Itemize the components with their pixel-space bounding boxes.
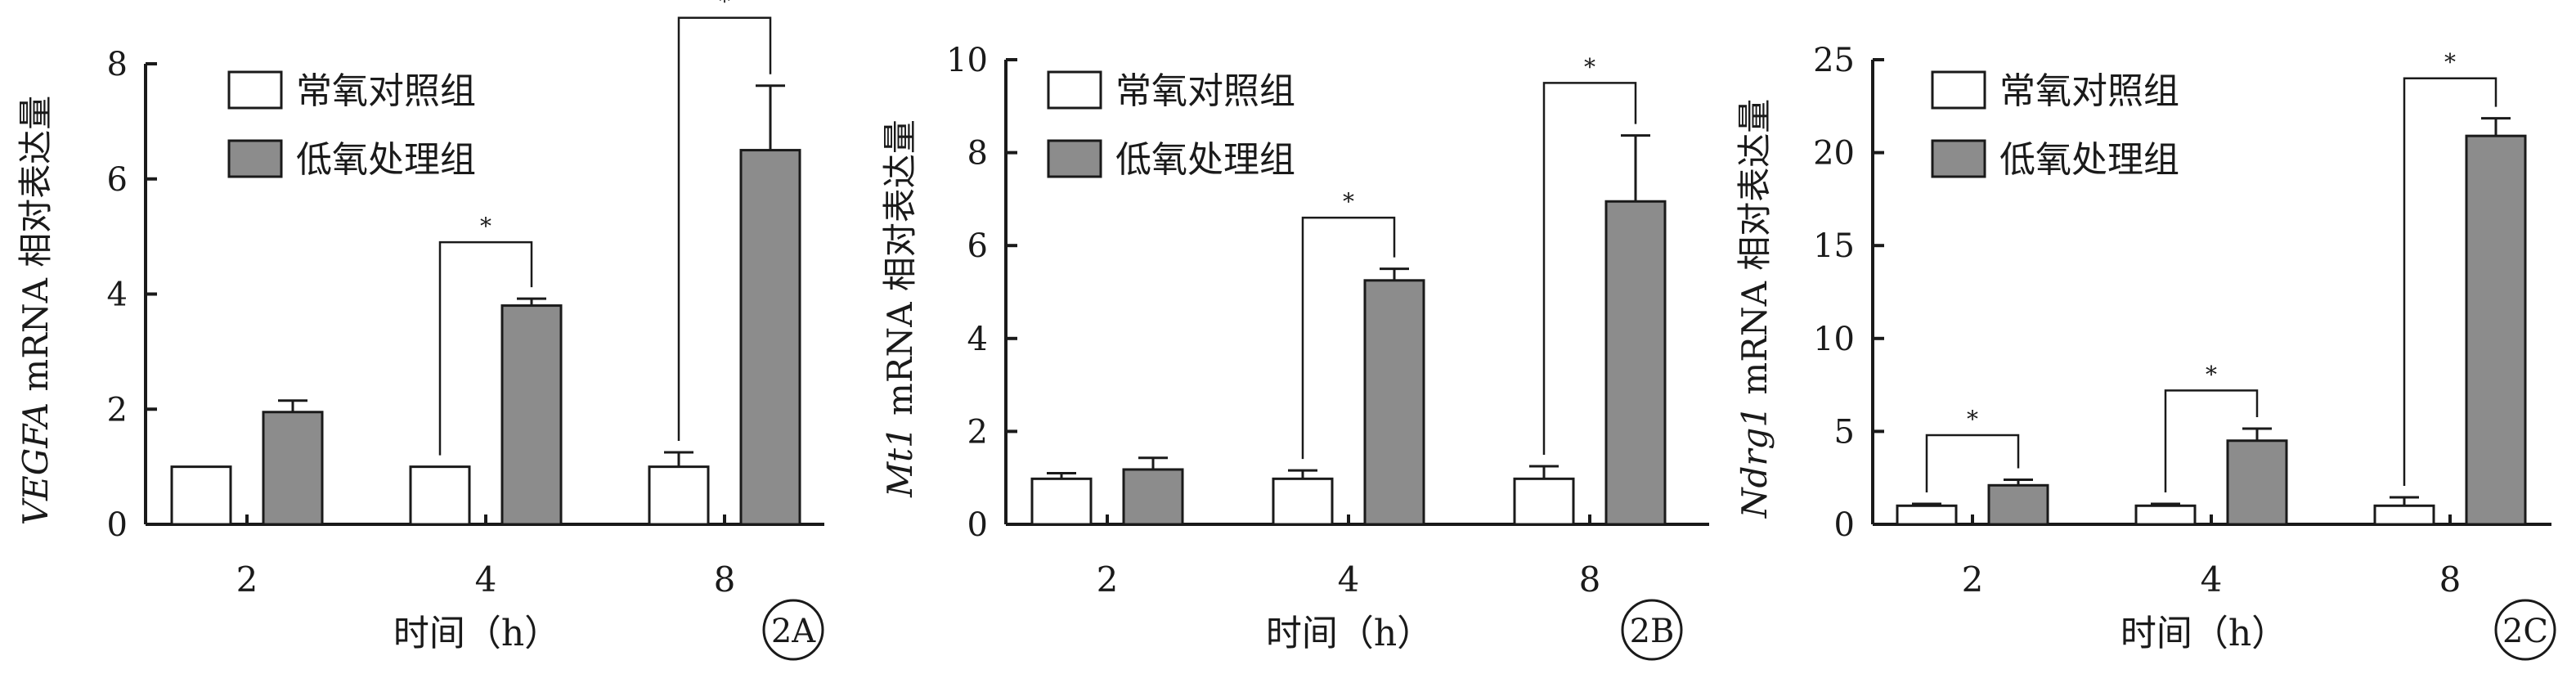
chart-panel-2A: 0 2 4 6 8 VEGFA mRNA 相对表达量 2 4 8 * * 常氧对照组低氧处理组时间（h… bbox=[16, 0, 824, 661]
x-tick-label: 8 bbox=[714, 559, 736, 600]
bar-hypoxia-4 bbox=[500, 304, 563, 526]
bar-hypoxia-8 bbox=[2465, 134, 2527, 526]
bar-normoxia-2 bbox=[1030, 477, 1093, 526]
x-tick-label: 4 bbox=[475, 559, 497, 600]
y-axis-label-gene: Mt1 bbox=[880, 426, 920, 498]
chart-panel-2B: 0 2 4 6 8 10 Mt1 mRNA 相对表达量 2 4 8 * * 常氧对照组低氧处理组时间（h… bbox=[880, 42, 1709, 661]
y-tick-label: 25 bbox=[1813, 42, 1855, 79]
bar-normoxia-2 bbox=[1896, 504, 1958, 526]
bar-normoxia-4 bbox=[2134, 504, 2197, 526]
y-tick-label: 0 bbox=[1834, 506, 1855, 544]
bar-normoxia-8 bbox=[648, 465, 710, 526]
bar-hypoxia-2 bbox=[262, 411, 324, 526]
significance-bracket bbox=[1925, 434, 2020, 493]
legend-label: 常氧对照组 bbox=[1999, 70, 2179, 112]
legend-swatch bbox=[1931, 139, 1986, 178]
panel-label: 2A bbox=[771, 613, 816, 650]
y-tick-label: 8 bbox=[107, 46, 128, 83]
legend-swatch bbox=[227, 139, 283, 178]
y-axis-label-text: mRNA 相对表达量 bbox=[880, 119, 920, 426]
bar-normoxia-8 bbox=[1513, 477, 1575, 526]
y-tick-label: 2 bbox=[107, 391, 128, 429]
panel-label-circle bbox=[762, 599, 824, 661]
y-tick-label: 6 bbox=[107, 161, 128, 199]
legend-label: 低氧处理组 bbox=[296, 139, 476, 181]
bar-hypoxia-4 bbox=[1363, 279, 1425, 526]
x-tick-label: 2 bbox=[236, 559, 258, 600]
legend-label: 低氧处理组 bbox=[1999, 139, 2179, 181]
y-tick-label: 15 bbox=[1813, 227, 1855, 265]
x-axis-label: 时间（h） bbox=[1266, 613, 1433, 654]
significance-bracket bbox=[1542, 82, 1637, 455]
chart-panel-2C: 0 5 10 15 20 25 Ndrg1 mRNA 相对表达量 2 4 8 * * * 常氧对照组低氧处… bbox=[1735, 42, 2556, 661]
y-tick-label: 0 bbox=[967, 506, 988, 544]
y-tick-label: 0 bbox=[107, 506, 128, 544]
y-axis-label-text: mRNA 相对表达量 bbox=[16, 96, 56, 402]
y-axis-label: VEGFA mRNA 相对表达量 bbox=[16, 96, 56, 526]
legend-swatch bbox=[1047, 139, 1102, 178]
y-tick-label: 4 bbox=[107, 276, 128, 314]
legend-label: 常氧对照组 bbox=[296, 70, 476, 112]
significance-bracket bbox=[438, 240, 533, 456]
bar-normoxia-4 bbox=[1272, 477, 1334, 526]
y-tick-label: 5 bbox=[1834, 413, 1855, 451]
significance-star: * bbox=[1343, 188, 1354, 215]
y-tick-label: 8 bbox=[967, 135, 988, 173]
bar-hypoxia-8 bbox=[739, 149, 801, 526]
legend-swatch bbox=[1047, 70, 1102, 110]
panel-label: 2C bbox=[2502, 613, 2548, 650]
x-tick-label: 8 bbox=[2439, 559, 2462, 600]
x-tick-label: 8 bbox=[1579, 559, 1601, 600]
significance-bracket bbox=[2164, 389, 2259, 493]
bar-normoxia-8 bbox=[2373, 504, 2435, 526]
bar-hypoxia-2 bbox=[1987, 483, 2049, 526]
y-axis-label-gene: VEGFA bbox=[16, 402, 56, 525]
panel-label: 2B bbox=[1630, 613, 1675, 650]
y-axis-label-text: mRNA 相对表达量 bbox=[1735, 99, 1775, 406]
significance-bracket bbox=[2403, 77, 2497, 487]
legend-swatch bbox=[1931, 70, 1986, 110]
y-tick-label: 6 bbox=[967, 227, 988, 265]
bar-normoxia-2 bbox=[170, 465, 232, 526]
significance-star: * bbox=[2206, 361, 2217, 388]
significance-bracket bbox=[1301, 216, 1396, 460]
y-tick-label: 10 bbox=[946, 42, 988, 79]
significance-star: * bbox=[1584, 53, 1595, 80]
bar-hypoxia-8 bbox=[1604, 200, 1667, 526]
x-axis-label: 时间（h） bbox=[393, 613, 560, 654]
y-axis-label: Ndrg1 mRNA 相对表达量 bbox=[1735, 99, 1775, 519]
significance-star: * bbox=[719, 0, 730, 16]
panel-label-circle bbox=[2494, 599, 2556, 661]
x-tick-label: 2 bbox=[1962, 559, 1984, 600]
y-axis-label: Mt1 mRNA 相对表达量 bbox=[880, 119, 920, 498]
bar-normoxia-4 bbox=[409, 465, 471, 526]
bar-hypoxia-2 bbox=[1122, 468, 1184, 526]
significance-star: * bbox=[2444, 49, 2456, 76]
x-tick-label: 2 bbox=[1097, 559, 1119, 600]
panel-label-circle bbox=[1621, 599, 1683, 661]
significance-star: * bbox=[1967, 406, 1978, 433]
y-axis-label-gene: Ndrg1 bbox=[1735, 406, 1775, 519]
x-tick-label: 4 bbox=[2201, 559, 2223, 600]
legend-swatch bbox=[227, 70, 283, 110]
legend-label: 低氧处理组 bbox=[1115, 139, 1295, 181]
x-tick-label: 4 bbox=[1338, 559, 1360, 600]
y-tick-label: 2 bbox=[967, 413, 988, 451]
y-tick-label: 20 bbox=[1813, 135, 1855, 173]
bar-hypoxia-4 bbox=[2226, 439, 2288, 526]
x-axis-label: 时间（h） bbox=[2120, 613, 2287, 654]
significance-bracket bbox=[677, 16, 772, 442]
y-tick-label: 10 bbox=[1813, 321, 1855, 358]
significance-star: * bbox=[480, 213, 491, 240]
y-tick-label: 4 bbox=[967, 321, 988, 358]
legend-label: 常氧对照组 bbox=[1115, 70, 1295, 112]
